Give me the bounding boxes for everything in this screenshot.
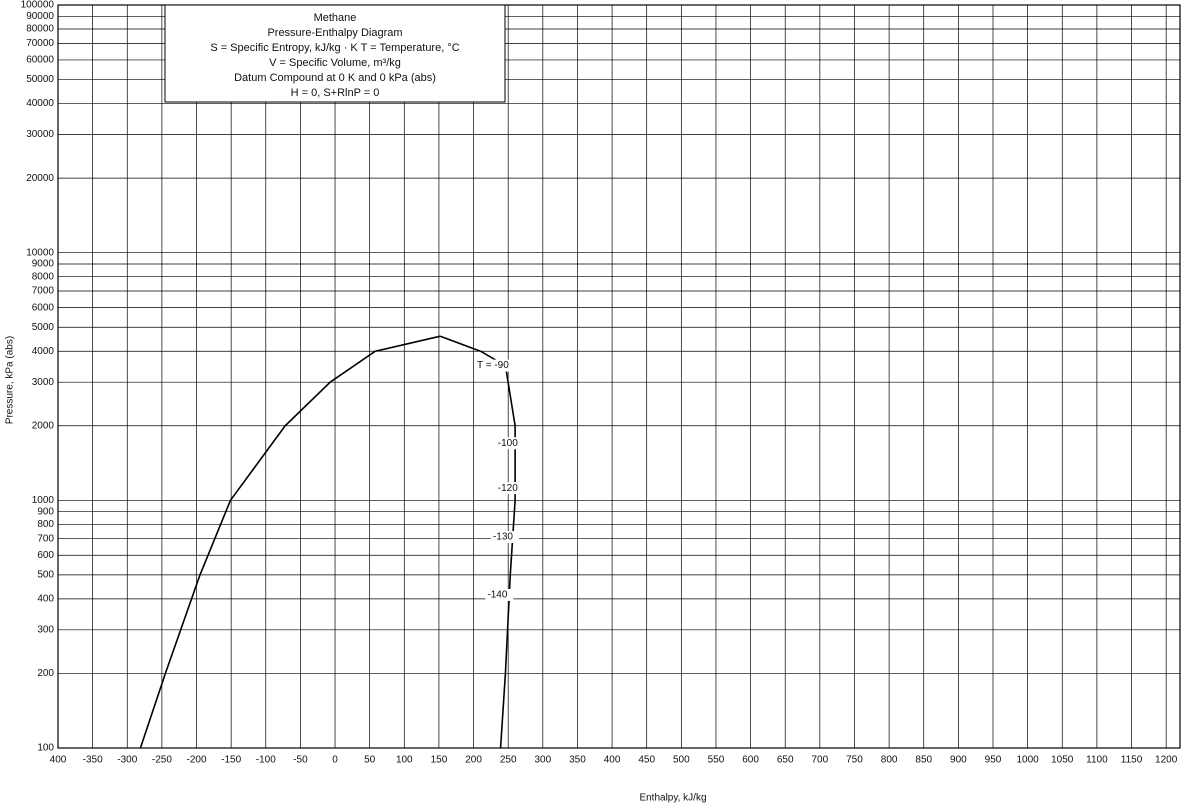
x-tick-label: 500 (673, 755, 690, 766)
y-tick-label: 2000 (32, 420, 55, 431)
annotation: -130 (493, 532, 513, 543)
annotation-bg (495, 437, 524, 450)
y-tick-label: 500 (37, 570, 54, 581)
y-tick-label: 100000 (21, 0, 55, 11)
y-tick-label: 400 (37, 594, 54, 605)
x-tick-label: 650 (777, 755, 794, 766)
x-tick-label: 900 (950, 755, 967, 766)
y-tick-label: 3000 (32, 377, 55, 388)
annotation: -140 (487, 590, 507, 601)
y-tick-label: 900 (37, 506, 54, 517)
annotation-bg (490, 531, 519, 544)
y-tick-label: 60000 (26, 55, 54, 66)
x-tick-label: 350 (569, 755, 586, 766)
x-tick-label: -350 (83, 755, 103, 766)
y-tick-label: 7000 (32, 286, 55, 297)
annotation-bg (475, 359, 522, 372)
y-tick-label: 600 (37, 550, 54, 561)
saturation-curve (139, 335, 441, 749)
x-tick-label: 200 (465, 755, 482, 766)
x-tick-label: 0 (332, 755, 338, 766)
x-tick-label: 250 (500, 755, 517, 766)
y-tick-label: 800 (37, 519, 54, 530)
y-tick-label: 5000 (32, 322, 55, 333)
x-tick-label: 1150 (1121, 755, 1143, 766)
x-tick-label: 600 (742, 755, 759, 766)
y-tick-label: 1000 (32, 495, 55, 506)
x-tick-label: 1000 (1017, 755, 1040, 766)
x-tick-label: -250 (152, 755, 172, 766)
plot-frame (57, 4, 1181, 749)
subtitle: V = Specific Volume, m³/kg (269, 57, 401, 69)
y-tick-label: 70000 (26, 38, 54, 49)
y-tick-label: 6000 (32, 302, 55, 313)
x-tick-label: 300 (534, 755, 551, 766)
y-tick-label: 80000 (26, 24, 54, 35)
x-tick-label: -100 (256, 755, 276, 766)
y-tick-label: 20000 (26, 173, 54, 184)
saturation-curve (440, 335, 516, 749)
y-tick-label: 10000 (26, 247, 54, 258)
y-tick-label: 4000 (32, 346, 55, 357)
x-tick-label: 400 (50, 755, 67, 766)
y-tick-label: 700 (37, 533, 54, 544)
x-tick-label: -200 (187, 755, 207, 766)
x-tick-label: 1100 (1086, 755, 1108, 766)
y-tick-label: 200 (37, 668, 54, 679)
x-tick-label: 950 (985, 755, 1002, 766)
subtitle: Pressure-Enthalpy Diagram (267, 27, 402, 39)
chart-title: Methane (314, 12, 357, 24)
x-tick-label: 800 (881, 755, 898, 766)
x-tick-label: 750 (846, 755, 863, 766)
annotation-bg (485, 588, 514, 601)
y-tick-label: 30000 (26, 129, 54, 140)
annotation: -120 (498, 483, 518, 494)
x-tick-label: 850 (915, 755, 932, 766)
x-tick-label: 50 (364, 755, 376, 766)
y-tick-label: 8000 (32, 271, 55, 282)
x-tick-label: 1050 (1051, 755, 1074, 766)
x-tick-label: 150 (431, 755, 448, 766)
y-tick-label: 100 (37, 743, 54, 754)
title-box-frame (164, 4, 506, 103)
subtitle: S = Specific Entropy, kJ/kg · K T = Temp… (210, 42, 459, 54)
annotation: -100 (498, 438, 518, 449)
x-tick-label: -50 (293, 755, 308, 766)
x-tick-label: -300 (117, 755, 137, 766)
title-box: Methane Pressure-Enthalpy Diagram S = Sp… (164, 4, 506, 103)
x-tick-label: 450 (638, 755, 655, 766)
x-tick-label: 1200 (1155, 755, 1178, 766)
y-tick-label: 40000 (26, 98, 54, 109)
x-tick-label: 400 (604, 755, 621, 766)
x-tick-label: -150 (221, 755, 241, 766)
y-tick-label: 9000 (32, 259, 55, 270)
x-tick-label: 100 (396, 755, 413, 766)
x-tick-label: 550 (708, 755, 725, 766)
y-tick-label: 50000 (26, 74, 54, 85)
subtitle: H = 0, S+RlnP = 0 (291, 87, 380, 99)
subtitle: Datum Compound at 0 K and 0 kPa (abs) (234, 72, 436, 84)
x-axis-label: Enthalpy, kJ/kg (639, 793, 706, 804)
annotation: T = -90 (477, 360, 509, 371)
y-axis-label: Pressure, kPa (abs) (5, 336, 16, 424)
y-tick-label: 300 (37, 624, 54, 635)
x-tick-label: 700 (812, 755, 829, 766)
y-tick-label: 90000 (26, 11, 54, 22)
annotation-bg (495, 482, 524, 495)
